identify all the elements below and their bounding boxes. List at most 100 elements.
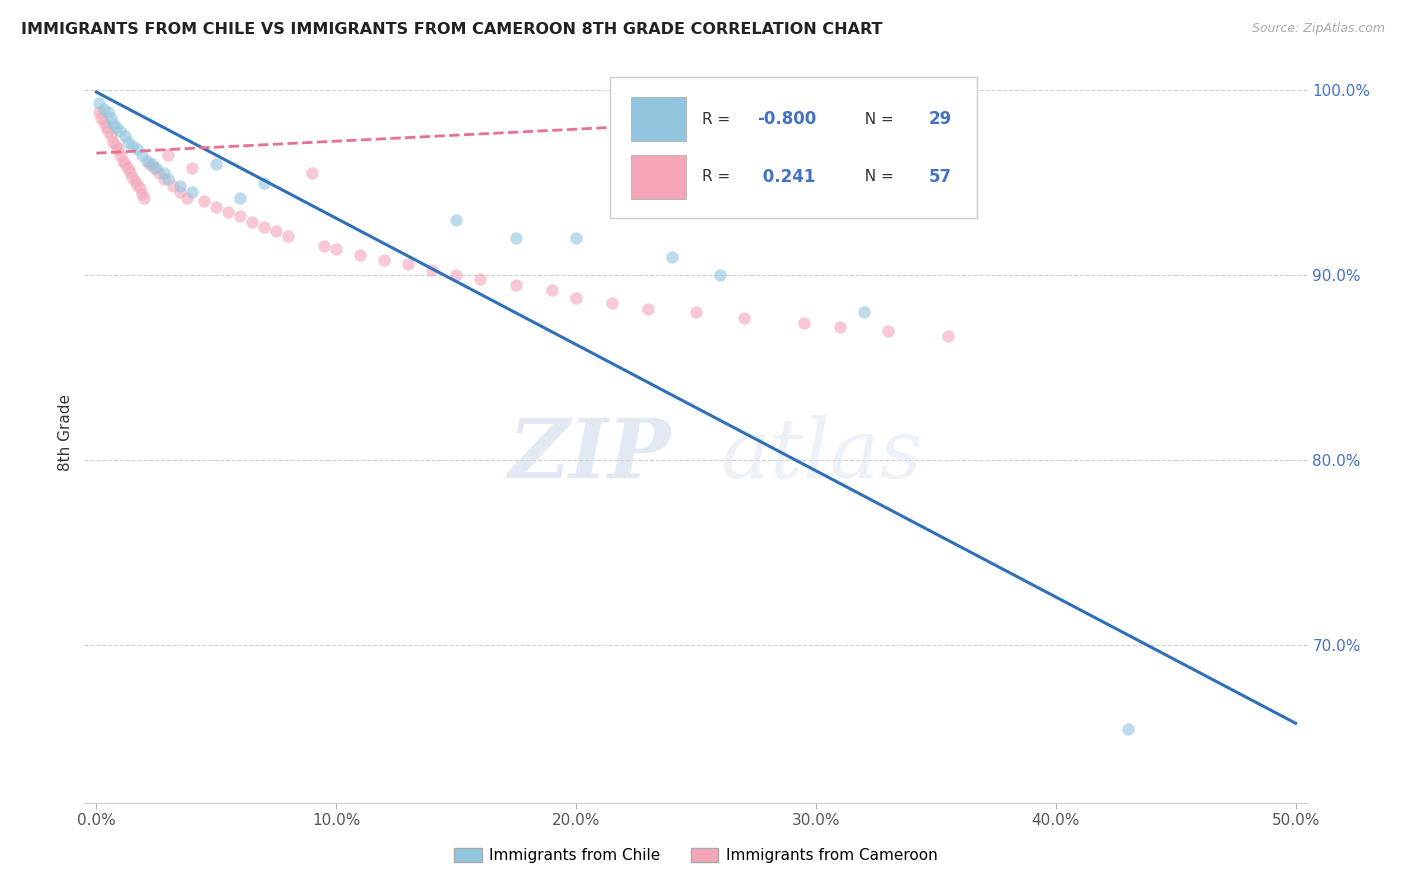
Point: [134, 190, 156, 204]
Point: [110, 124, 132, 138]
Point: [685, 305, 707, 319]
Point: [240, 214, 263, 228]
Point: [565, 231, 588, 245]
Text: N =: N =: [855, 169, 898, 185]
Point: [373, 253, 395, 268]
Point: [97, 105, 120, 120]
Point: [253, 220, 276, 235]
Point: [169, 185, 191, 199]
Point: [444, 212, 467, 227]
Point: [733, 310, 755, 325]
Point: [420, 262, 443, 277]
Point: [169, 179, 191, 194]
Point: [176, 190, 198, 204]
Point: [565, 291, 588, 305]
Point: [127, 178, 149, 192]
Point: [181, 185, 204, 199]
Point: [117, 161, 139, 175]
Point: [301, 166, 323, 180]
FancyBboxPatch shape: [610, 78, 977, 218]
Legend: Immigrants from Chile, Immigrants from Cameroon: Immigrants from Chile, Immigrants from C…: [449, 842, 943, 869]
Point: [793, 317, 815, 331]
Point: [157, 148, 180, 162]
Point: [94, 120, 117, 135]
Point: [229, 209, 252, 223]
Point: [93, 114, 115, 128]
Point: [229, 190, 252, 204]
Text: Source: ZipAtlas.com: Source: ZipAtlas.com: [1251, 22, 1385, 36]
Point: [852, 305, 875, 319]
Point: [936, 329, 959, 343]
Point: [100, 111, 122, 125]
Point: [152, 172, 174, 186]
Point: [637, 301, 659, 316]
Point: [97, 124, 120, 138]
Point: [107, 143, 129, 157]
Text: R =: R =: [702, 112, 735, 127]
Point: [661, 250, 683, 264]
Point: [93, 102, 115, 116]
Point: [828, 320, 851, 334]
Point: [90, 111, 112, 125]
Point: [600, 296, 623, 310]
Point: [181, 161, 204, 175]
Text: 57: 57: [928, 168, 952, 186]
Point: [142, 161, 165, 175]
Point: [468, 272, 491, 286]
Point: [325, 243, 347, 257]
Point: [128, 181, 150, 195]
Point: [124, 174, 146, 188]
Point: [121, 138, 143, 153]
Point: [314, 238, 336, 252]
Text: atlas: atlas: [720, 415, 922, 495]
Point: [121, 170, 143, 185]
Point: [205, 157, 228, 171]
Point: [87, 105, 110, 120]
Point: [101, 135, 124, 149]
Point: [152, 166, 174, 180]
FancyBboxPatch shape: [631, 154, 686, 199]
Text: -0.800: -0.800: [758, 110, 817, 128]
Point: [104, 120, 127, 135]
Text: ZIP: ZIP: [509, 415, 672, 495]
Point: [277, 229, 299, 244]
Point: [253, 176, 276, 190]
Point: [141, 157, 163, 171]
Point: [205, 200, 228, 214]
Point: [505, 231, 527, 245]
Point: [709, 268, 731, 283]
Point: [349, 248, 371, 262]
Y-axis label: 8th Grade: 8th Grade: [58, 394, 73, 471]
Point: [104, 138, 127, 153]
Text: R =: R =: [702, 169, 735, 185]
Point: [145, 161, 167, 175]
Point: [541, 283, 564, 297]
Point: [396, 257, 419, 271]
Point: [114, 157, 136, 171]
Point: [135, 153, 157, 168]
Point: [111, 153, 134, 168]
Point: [118, 164, 141, 178]
Text: N =: N =: [855, 112, 898, 127]
Point: [157, 172, 180, 186]
Point: [876, 324, 898, 338]
Point: [117, 135, 139, 149]
Point: [217, 205, 239, 219]
Text: 29: 29: [928, 110, 952, 128]
Point: [127, 143, 149, 157]
Point: [148, 166, 170, 180]
Point: [444, 268, 467, 283]
Point: [100, 129, 122, 144]
Point: [138, 157, 160, 171]
Point: [1116, 722, 1139, 736]
Point: [131, 148, 153, 162]
Point: [114, 129, 136, 144]
Text: IMMIGRANTS FROM CHILE VS IMMIGRANTS FROM CAMEROON 8TH GRADE CORRELATION CHART: IMMIGRANTS FROM CHILE VS IMMIGRANTS FROM…: [21, 22, 883, 37]
Point: [110, 148, 132, 162]
Point: [264, 224, 287, 238]
Text: 0.241: 0.241: [758, 168, 815, 186]
Point: [101, 116, 124, 130]
Point: [162, 179, 184, 194]
Point: [193, 194, 215, 209]
Point: [87, 96, 110, 111]
